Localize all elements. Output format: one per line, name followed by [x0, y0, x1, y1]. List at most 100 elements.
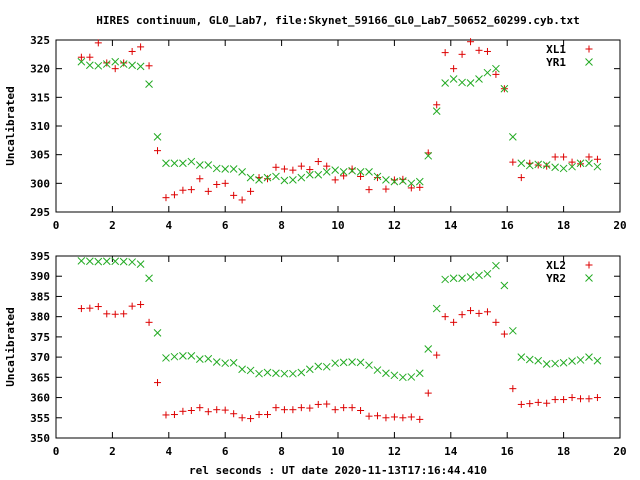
data-point [331, 176, 339, 184]
data-point [145, 80, 153, 89]
data-point-d2 [407, 179, 416, 188]
data-point [449, 274, 458, 283]
series-YR2 [77, 256, 602, 382]
data-point [466, 79, 475, 87]
data-point [153, 328, 162, 337]
data-point-d2 [517, 159, 526, 168]
data-point-d2 [305, 365, 314, 374]
x-tick-label: 20 [613, 445, 626, 458]
data-point [246, 366, 255, 375]
data-point-d2 [399, 373, 407, 382]
data-point [77, 57, 86, 66]
data-point-d2 [399, 177, 407, 185]
data-point [576, 159, 585, 168]
data-point [432, 107, 441, 115]
data-point-d2 [534, 160, 543, 169]
data-point-d2 [593, 162, 602, 171]
data-point-d2 [77, 57, 86, 66]
data-point [407, 179, 416, 188]
panel-2: 0 2 4 6 8 10 12 14 16 18 20 350 355 360 365 370 375 380 38… [4, 250, 627, 458]
legend-marker [585, 274, 593, 282]
data-point-d2 [585, 159, 593, 168]
data-point [382, 414, 390, 422]
data-point [280, 165, 288, 173]
x-tick-label: 12 [388, 219, 401, 232]
x-tick-label: 18 [557, 219, 570, 232]
data-point [85, 61, 94, 70]
data-point [213, 180, 221, 188]
data-point [534, 398, 542, 406]
data-point [568, 162, 576, 171]
data-point [357, 406, 365, 414]
data-point [272, 404, 280, 412]
data-point-d2 [280, 369, 289, 378]
data-point [195, 161, 204, 169]
data-point-d2 [128, 61, 136, 70]
data-point [120, 310, 128, 318]
data-point [179, 186, 187, 194]
data-point-d2 [119, 257, 128, 266]
data-point [170, 352, 179, 361]
data-point [238, 196, 246, 204]
data-point-d2 [458, 274, 466, 283]
y-tick-label: 325 [30, 34, 50, 47]
series-XL2 [77, 301, 601, 423]
data-point [475, 309, 483, 317]
data-point-d2 [111, 257, 120, 266]
data-point [568, 394, 576, 402]
x-tick-label: 14 [444, 219, 458, 232]
data-point-d2 [238, 365, 246, 374]
data-point-d2 [585, 353, 593, 361]
data-point-d2 [475, 75, 483, 83]
data-point-d2 [212, 358, 221, 366]
data-point [323, 400, 331, 408]
data-point [230, 191, 238, 199]
data-point-d2 [466, 79, 475, 87]
data-point [500, 84, 509, 93]
data-point [525, 355, 534, 364]
data-point [280, 406, 288, 414]
data-point [357, 172, 365, 180]
data-point [212, 164, 221, 173]
data-point-d2 [517, 353, 526, 361]
data-point-d2 [229, 358, 238, 367]
data-point-d2 [322, 362, 331, 371]
data-point [441, 313, 449, 321]
data-point [280, 176, 289, 185]
data-point [246, 173, 255, 182]
data-point [255, 369, 263, 378]
data-point [543, 399, 551, 407]
data-point [534, 160, 543, 169]
data-point [204, 408, 212, 416]
data-point [340, 404, 348, 412]
data-point [500, 281, 509, 290]
data-point [492, 64, 500, 73]
data-point [373, 172, 382, 181]
y-tick-label: 355 [30, 412, 50, 425]
legend-marker [585, 261, 593, 269]
data-point-d2 [94, 61, 103, 70]
data-point [466, 273, 475, 281]
data-point [289, 166, 297, 174]
data-point [77, 53, 85, 61]
data-point [314, 362, 323, 371]
data-point-d2 [441, 79, 450, 87]
data-point-d2 [542, 360, 551, 368]
data-point [154, 147, 162, 155]
x-tick-label: 2 [109, 219, 116, 232]
data-point-d2 [339, 358, 348, 367]
data-point-d2 [77, 256, 86, 265]
data-point [85, 257, 94, 266]
data-point [289, 176, 297, 184]
data-point-d2 [568, 162, 576, 171]
data-point [509, 158, 517, 166]
data-point [585, 353, 593, 361]
data-point [111, 310, 119, 318]
data-point [119, 257, 128, 266]
data-point [407, 413, 415, 421]
data-point [306, 166, 314, 174]
data-point-d2 [534, 356, 543, 365]
data-point [356, 168, 365, 176]
data-point [559, 358, 568, 367]
data-point [323, 162, 331, 170]
